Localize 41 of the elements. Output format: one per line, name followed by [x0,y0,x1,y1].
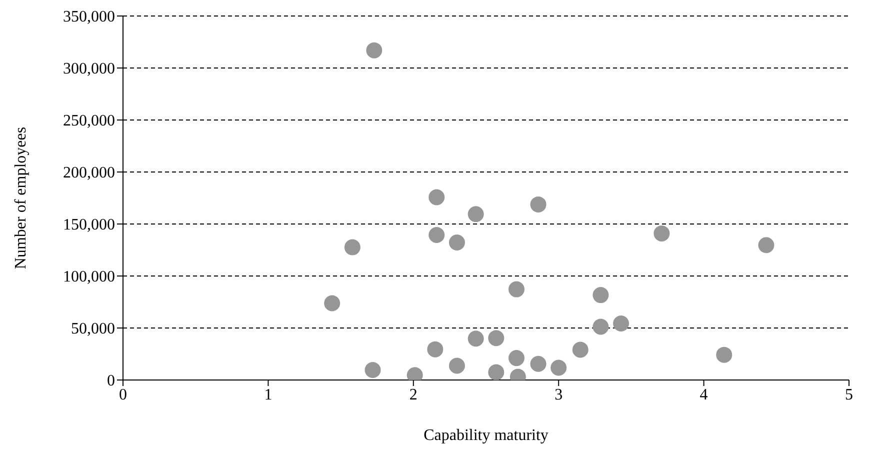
point [428,189,445,206]
x-tick-label: 4 [700,386,708,404]
point [468,330,484,347]
point [716,346,732,363]
point [654,225,670,242]
y-axis-title: Number of employees [12,126,30,270]
point [344,239,360,256]
point [427,341,444,358]
point [364,362,381,378]
point [488,330,504,346]
point [428,227,445,244]
y-tick-label: 100,000 [63,268,115,286]
x-tick-label: 3 [554,386,563,404]
point [448,358,465,374]
point [550,360,567,376]
point [468,206,484,222]
point [572,342,588,358]
y-tick-label: 0 [107,372,115,390]
x-tick-label: 5 [845,386,853,404]
y-tick-label: 200,000 [63,164,115,182]
point [508,281,524,298]
y-tick-label: 150,000 [63,216,115,234]
x-tick-label: 0 [119,386,127,404]
x-tick-label: 1 [264,386,272,404]
point [366,42,382,58]
point [592,287,609,304]
y-tick-label: 350,000 [63,8,115,26]
y-tick-label: 300,000 [63,60,115,78]
point [530,196,546,212]
point [448,234,465,251]
point [324,295,340,312]
point [530,356,546,372]
y-tick-label: 50,000 [71,320,115,338]
point [592,318,609,335]
point [488,364,504,380]
x-tick-label: 2 [409,386,418,404]
point [758,237,774,254]
point [613,316,630,332]
y-tick-label: 250,000 [63,112,115,130]
x-axis-title: Capability maturity [424,427,548,444]
point [508,350,524,366]
